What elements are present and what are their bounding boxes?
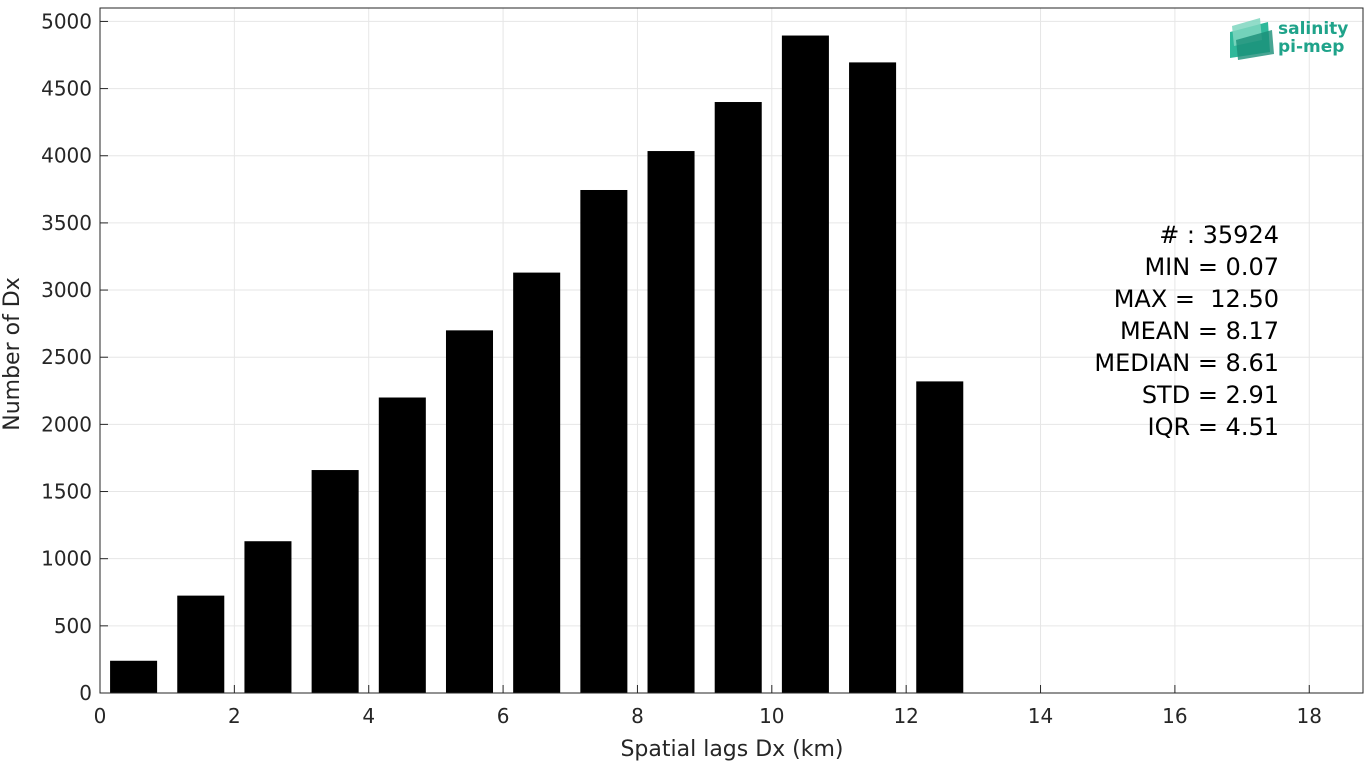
bar bbox=[177, 595, 225, 693]
plot-frame bbox=[99, 7, 1364, 694]
bar bbox=[916, 381, 964, 693]
stat-line: IQR = 4.51 bbox=[1148, 413, 1279, 441]
stat-line: MEAN = 8.17 bbox=[1120, 317, 1279, 345]
y-tick-label: 3500 bbox=[41, 211, 92, 235]
y-tick-label: 0 bbox=[79, 681, 92, 705]
x-tick-label: 0 bbox=[94, 704, 107, 728]
y-tick-label: 1000 bbox=[41, 547, 92, 571]
bar bbox=[513, 272, 561, 693]
y-tick-label: 5000 bbox=[41, 9, 92, 33]
y-axis-title: Number of Dx bbox=[0, 277, 25, 431]
y-tick-label: 3000 bbox=[41, 278, 92, 302]
stat-line: MEDIAN = 8.61 bbox=[1094, 349, 1279, 377]
stat-line: MAX = 12.50 bbox=[1114, 285, 1279, 313]
bar bbox=[714, 102, 762, 694]
stat-line: MIN = 0.07 bbox=[1144, 253, 1279, 281]
y-tick-label: 2000 bbox=[41, 412, 92, 436]
y-tick-label: 1500 bbox=[41, 480, 92, 504]
bar bbox=[378, 397, 426, 693]
bar bbox=[849, 62, 897, 694]
x-tick-label: 6 bbox=[497, 704, 510, 728]
y-tick-label: 2500 bbox=[41, 345, 92, 369]
stat-line: STD = 2.91 bbox=[1142, 381, 1279, 409]
x-tick-label: 12 bbox=[893, 704, 918, 728]
x-tick-label: 2 bbox=[228, 704, 241, 728]
x-tick-label: 8 bbox=[631, 704, 644, 728]
y-axis-ticks: 0 500 1000 1500 2000 2500 3000 3500 4000 4500 5000 bbox=[41, 9, 108, 705]
x-tick-label: 14 bbox=[1028, 704, 1053, 728]
bar bbox=[781, 35, 829, 694]
y-tick-label: 4000 bbox=[41, 144, 92, 168]
x-tick-label: 4 bbox=[362, 704, 375, 728]
bar bbox=[311, 470, 359, 693]
bar bbox=[445, 330, 494, 693]
bar bbox=[244, 541, 292, 693]
stat-line: # : 35924 bbox=[1159, 221, 1279, 249]
y-tick-label: 4500 bbox=[41, 77, 92, 101]
logo-line2: pi-mep bbox=[1278, 37, 1344, 57]
x-tick-label: 16 bbox=[1162, 704, 1187, 728]
bars bbox=[110, 35, 964, 694]
statistics-box: # : 35924 MIN = 0.07 MAX = 12.50 MEAN = 8.1… bbox=[1094, 221, 1279, 441]
x-axis-ticks: 0 2 4 6 8 10 12 14 16 18 bbox=[94, 685, 1322, 728]
bar bbox=[110, 660, 158, 693]
y-tick-label: 500 bbox=[54, 614, 92, 638]
x-tick-label: 18 bbox=[1297, 704, 1322, 728]
bar bbox=[580, 189, 628, 693]
bar bbox=[647, 151, 695, 693]
salinity-pimep-logo-icon bbox=[1230, 18, 1274, 60]
salinity-pimep-logo: salinity pi-mep bbox=[1230, 18, 1348, 60]
x-tick-label: 10 bbox=[759, 704, 784, 728]
logo-line1: salinity bbox=[1278, 19, 1348, 39]
x-axis-title: Spatial lags Dx (km) bbox=[620, 737, 843, 762]
